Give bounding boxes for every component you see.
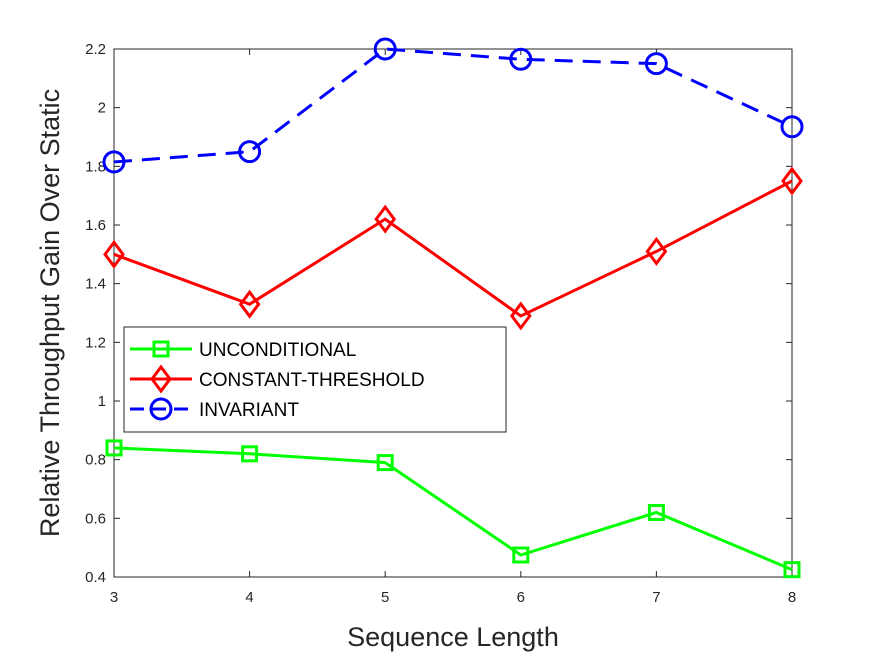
legend-items: UNCONDITIONAL CONSTANT-THRESHOLD INVARIANT bbox=[130, 340, 425, 421]
y-tick-label: 1.4 bbox=[85, 276, 106, 293]
series-invariant bbox=[102, 37, 804, 174]
x-tick-label: 7 bbox=[652, 589, 660, 606]
data-point bbox=[509, 301, 532, 331]
x-tick-label: 3 bbox=[110, 589, 118, 606]
y-tick-label: 0.6 bbox=[85, 510, 106, 527]
series-unconditional bbox=[105, 439, 801, 579]
x-tick-label: 8 bbox=[788, 589, 796, 606]
series-constant-threshold bbox=[103, 166, 803, 331]
data-point bbox=[780, 115, 804, 139]
data-point bbox=[644, 52, 668, 76]
data-point bbox=[376, 454, 394, 472]
series-line bbox=[113, 179, 793, 318]
data-point bbox=[102, 150, 126, 174]
x-tick-label: 6 bbox=[517, 589, 525, 606]
plot-area bbox=[113, 48, 793, 578]
legend-item: INVARIANT bbox=[130, 397, 299, 421]
legend-marker bbox=[150, 364, 172, 394]
data-point bbox=[103, 239, 125, 269]
legend-label: INVARIANT bbox=[199, 400, 299, 421]
series-layer bbox=[102, 37, 804, 579]
y-tick-label: 1.6 bbox=[85, 217, 106, 234]
y-axis-ticks: 0.4 0.6 0.8 1 1.2 1.4 1.6 1.8 2 2.2 bbox=[85, 41, 792, 586]
legend-item: UNCONDITIONAL bbox=[130, 340, 356, 361]
y-tick-label: 2.2 bbox=[85, 41, 106, 58]
legend-item: CONSTANT-THRESHOLD bbox=[130, 364, 425, 394]
series-line bbox=[113, 446, 793, 572]
data-point bbox=[512, 546, 530, 564]
data-point bbox=[374, 204, 397, 234]
data-point bbox=[241, 445, 259, 463]
legend-marker bbox=[152, 340, 170, 358]
legend-label: CONSTANT-THRESHOLD bbox=[199, 370, 425, 391]
y-tick-label: 0.8 bbox=[85, 452, 106, 469]
data-point bbox=[238, 289, 261, 319]
legend: UNCONDITIONAL CONSTANT-THRESHOLD INVARIANT bbox=[123, 326, 507, 433]
x-tick-label: 5 bbox=[381, 589, 389, 606]
y-tick-label: 0.4 bbox=[85, 569, 106, 586]
data-point bbox=[781, 166, 803, 196]
data-point bbox=[645, 236, 668, 266]
y-tick-label: 1.8 bbox=[85, 158, 106, 175]
x-tick-label: 4 bbox=[245, 589, 253, 606]
data-point bbox=[105, 439, 123, 457]
y-axis-label: Relative Throughput Gain Over Static bbox=[35, 89, 65, 537]
data-point bbox=[783, 561, 801, 579]
data-point bbox=[509, 47, 533, 71]
data-point bbox=[373, 37, 397, 61]
legend-label: UNCONDITIONAL bbox=[199, 340, 356, 361]
y-tick-label: 2 bbox=[98, 100, 106, 117]
legend-marker bbox=[149, 397, 173, 421]
series-line bbox=[113, 47, 793, 164]
y-tick-label: 1 bbox=[98, 393, 106, 410]
y-tick-label: 1.2 bbox=[85, 334, 106, 351]
data-point bbox=[238, 140, 262, 164]
x-axis-label: Sequence Length bbox=[347, 622, 559, 652]
data-point bbox=[647, 503, 665, 521]
